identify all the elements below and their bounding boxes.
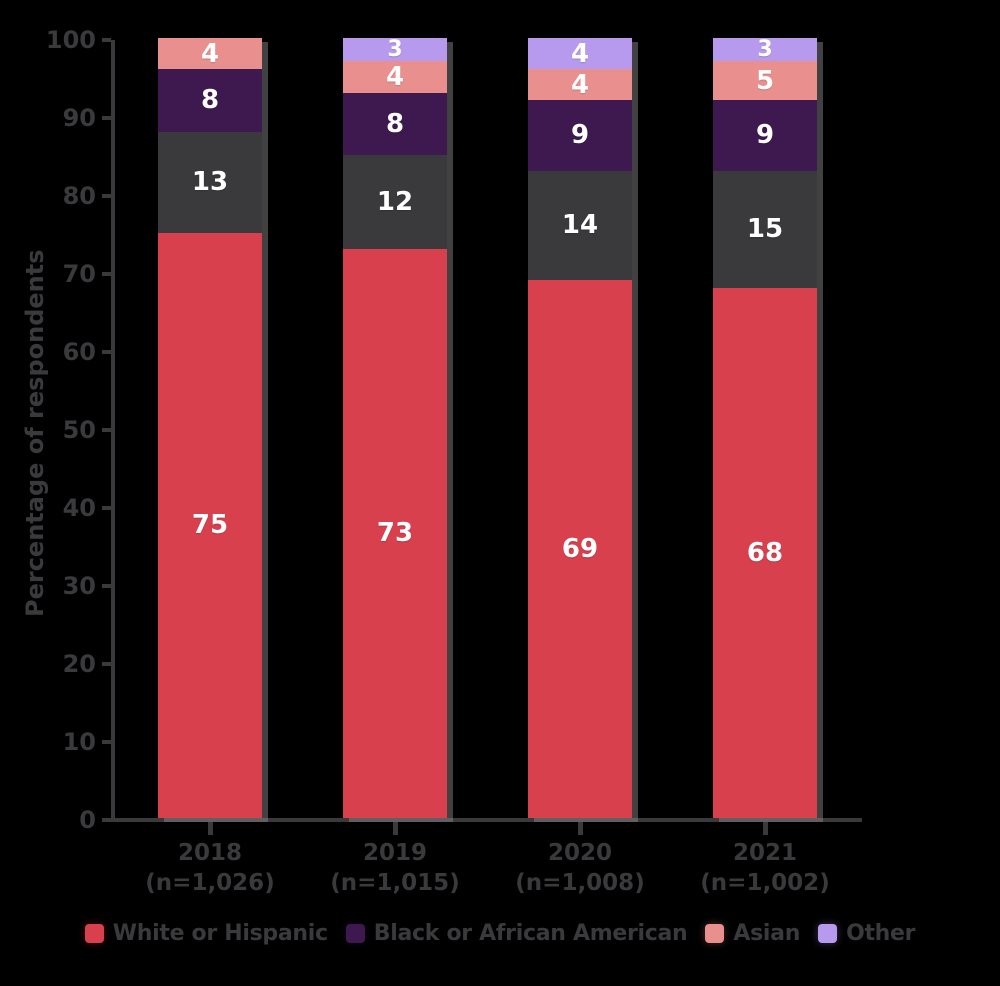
segment-value-label: 69	[561, 533, 599, 564]
y-axis-tick-label: 100	[45, 26, 96, 54]
y-axis-tick-label: 40	[62, 494, 96, 522]
segment-asian[interactable]: 4	[158, 38, 262, 70]
segment-black-or-african-american[interactable]: 8	[158, 69, 262, 132]
y-axis-tick-label: 90	[62, 104, 96, 132]
y-axis-tick	[102, 506, 111, 510]
legend-label: White or Hispanic	[112, 920, 328, 946]
y-axis-tick	[102, 584, 111, 588]
x-category-label: 2021 (n=1,002)	[670, 838, 860, 898]
segment-white-or-hispanic[interactable]: 68	[713, 287, 817, 818]
bar-2018: 4 8 13 75	[158, 38, 262, 818]
y-axis-tick	[102, 116, 111, 120]
x-axis-tick	[763, 822, 768, 835]
bar-2020: 4 4 9 14 69	[528, 38, 632, 818]
legend-item-asian[interactable]: Asian	[705, 921, 800, 946]
segment-value-label: 5	[755, 65, 775, 96]
segment-black-or-african-american[interactable]: 8	[343, 92, 447, 155]
segment-white-or-hispanic[interactable]: 73	[343, 248, 447, 818]
segment-white-or-hispanic[interactable]: 75	[158, 232, 262, 818]
legend-item-other[interactable]: Other	[818, 920, 916, 946]
legend-item-white-or-hispanic[interactable]: White or Hispanic	[84, 920, 328, 946]
x-category-line1: 2018	[177, 840, 242, 866]
legend-label: Black or African American	[373, 920, 688, 946]
x-category-label: 2019 (n=1,015)	[300, 838, 490, 898]
legend-label: Other	[846, 920, 916, 946]
segment-value-label: 3	[387, 36, 403, 62]
y-axis-tick-label: 60	[62, 338, 96, 366]
y-axis-tick-label: 20	[62, 650, 96, 678]
segment-other[interactable]: 3	[343, 36, 447, 62]
x-category-label: 2020 (n=1,008)	[485, 838, 675, 898]
segment-asian[interactable]: 5	[713, 61, 817, 101]
y-axis-tick	[102, 662, 111, 666]
legend-swatch-asian	[705, 923, 725, 943]
segment-black-or-african-american[interactable]: 9	[528, 100, 632, 171]
x-axis-tick	[578, 822, 583, 835]
segment-value-label: 75	[191, 510, 229, 541]
segment-asian[interactable]: 4	[528, 69, 632, 101]
x-axis-tick	[208, 822, 213, 835]
segment-value-label: 12	[376, 186, 414, 217]
y-axis-tick-label: 0	[79, 806, 96, 834]
x-category-label: 2018 (n=1,026)	[115, 838, 305, 898]
y-axis-tick	[102, 350, 111, 354]
segment-value-label: 9	[755, 120, 775, 151]
segment-value-label: 73	[376, 518, 414, 549]
segment-other[interactable]: 4	[528, 38, 632, 70]
segment-value-label: 4	[570, 38, 590, 69]
segment-value-label: 9	[570, 120, 590, 151]
segment-value-label: 3	[757, 36, 773, 62]
y-axis-tick	[102, 740, 111, 744]
x-category-line2: (n=1,015)	[330, 870, 460, 896]
y-axis-tick-label: 80	[62, 182, 96, 210]
segment-unlabeled-dark-gray[interactable]: 14	[528, 170, 632, 280]
x-axis-line	[111, 818, 862, 822]
x-category-line1: 2019	[362, 840, 427, 866]
legend-label: Asian	[733, 920, 801, 946]
legend-swatch-black-or-african-american	[345, 923, 365, 943]
segment-value-label: 4	[570, 69, 590, 100]
segment-unlabeled-dark-gray[interactable]: 12	[343, 154, 447, 249]
y-axis-tick	[102, 38, 111, 42]
segment-unlabeled-dark-gray[interactable]: 13	[158, 131, 262, 233]
x-category-line2: (n=1,002)	[700, 870, 830, 896]
y-axis-tick-label: 50	[62, 416, 96, 444]
chart-legend: White or Hispanic Black or African Americ…	[0, 917, 1000, 949]
segment-value-label: 14	[561, 210, 599, 241]
bar-2021: 3 5 9 15 68	[713, 38, 817, 818]
x-category-line2: (n=1,026)	[145, 870, 275, 896]
segment-value-label: 8	[200, 85, 220, 116]
y-axis-tick-label: 30	[62, 572, 96, 600]
segment-other[interactable]: 3	[713, 36, 817, 62]
legend-item-black-or-african-american[interactable]: Black or African American	[345, 920, 688, 946]
y-axis-tick	[102, 272, 111, 276]
legend-swatch-white-or-hispanic	[84, 923, 104, 943]
y-axis-line	[111, 40, 115, 822]
legend-swatch-other	[818, 923, 838, 943]
segment-value-label: 68	[746, 537, 784, 568]
segment-unlabeled-dark-gray[interactable]: 15	[713, 170, 817, 288]
bar-2019: 3 4 8 12 73	[343, 38, 447, 818]
segment-value-label: 13	[191, 167, 229, 198]
x-category-line1: 2020	[547, 840, 612, 866]
segment-white-or-hispanic[interactable]: 69	[528, 279, 632, 818]
y-axis-tick	[102, 194, 111, 198]
segment-value-label: 4	[385, 61, 405, 92]
segment-value-label: 15	[746, 214, 784, 245]
segment-black-or-african-american[interactable]: 9	[713, 100, 817, 171]
segment-value-label: 8	[385, 108, 405, 139]
segment-value-label: 4	[200, 38, 220, 69]
y-axis-tick-label: 10	[62, 728, 96, 756]
y-axis-tick	[102, 818, 111, 822]
y-axis-tick	[102, 428, 111, 432]
x-category-line1: 2021	[732, 840, 797, 866]
x-axis-tick	[393, 822, 398, 835]
segment-asian[interactable]: 4	[343, 61, 447, 93]
y-axis-tick-label: 70	[62, 260, 96, 288]
x-category-line2: (n=1,008)	[515, 870, 645, 896]
